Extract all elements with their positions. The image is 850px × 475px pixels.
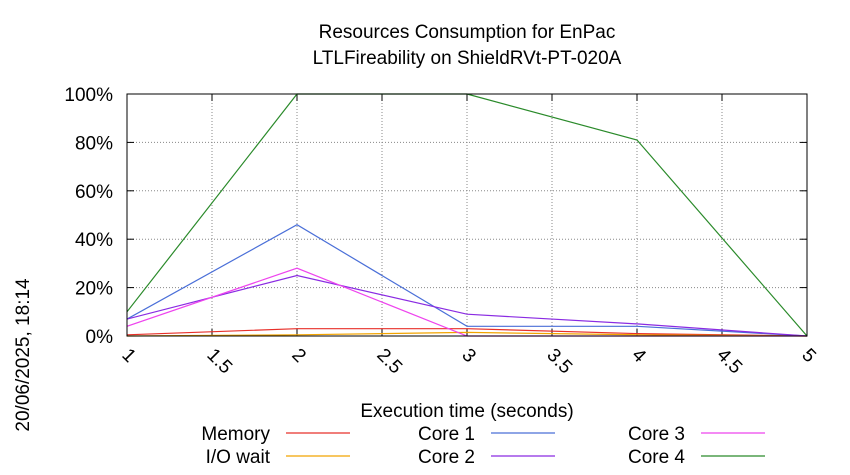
grid <box>127 94 807 336</box>
legend-label-memory: Memory <box>201 424 270 445</box>
y-tick-label: 100% <box>64 85 113 106</box>
y-axis: 0% 20% 40% 60% 80% 100% <box>64 85 807 348</box>
legend-label-core-4: Core 4 <box>628 447 685 468</box>
y-tick-label: 0% <box>86 327 114 348</box>
x-tick-label: 4.5 <box>712 345 746 379</box>
x-tick-label: 1 <box>117 345 139 367</box>
x-axis-label: Execution time (seconds) <box>360 401 573 422</box>
y-tick-label: 80% <box>75 133 113 154</box>
timestamp: 20/06/2025, 18:14 <box>13 278 34 432</box>
legend-label-core-2: Core 2 <box>418 447 475 468</box>
series-line-memory <box>126 328 808 337</box>
x-tick-label: 3 <box>457 345 479 367</box>
chart-subtitle: LTLFireability on ShieldRVt-PT-020A <box>313 48 622 69</box>
x-tick-label: 5 <box>797 345 819 367</box>
x-tick-label: 4 <box>627 345 650 368</box>
x-tick-label: 1.5 <box>202 345 236 379</box>
legend-label-core-1: Core 1 <box>418 424 475 445</box>
series-line-i-o-wait <box>126 331 808 337</box>
legend-label-core-3: Core 3 <box>628 424 685 445</box>
x-tick-label: 3.5 <box>542 345 576 379</box>
x-tick-label: 2 <box>287 345 309 367</box>
chart-title: Resources Consumption for EnPac <box>319 22 616 43</box>
y-tick-label: 20% <box>75 279 113 300</box>
legend-label-i-o-wait: I/O wait <box>206 447 271 468</box>
plot-frame <box>126 93 808 337</box>
y-tick-label: 40% <box>75 230 113 251</box>
series-line-core-1 <box>126 224 808 337</box>
y-tick-label: 60% <box>75 182 113 203</box>
x-tick-label: 2.5 <box>372 345 406 379</box>
series-line-core-2 <box>126 274 808 337</box>
